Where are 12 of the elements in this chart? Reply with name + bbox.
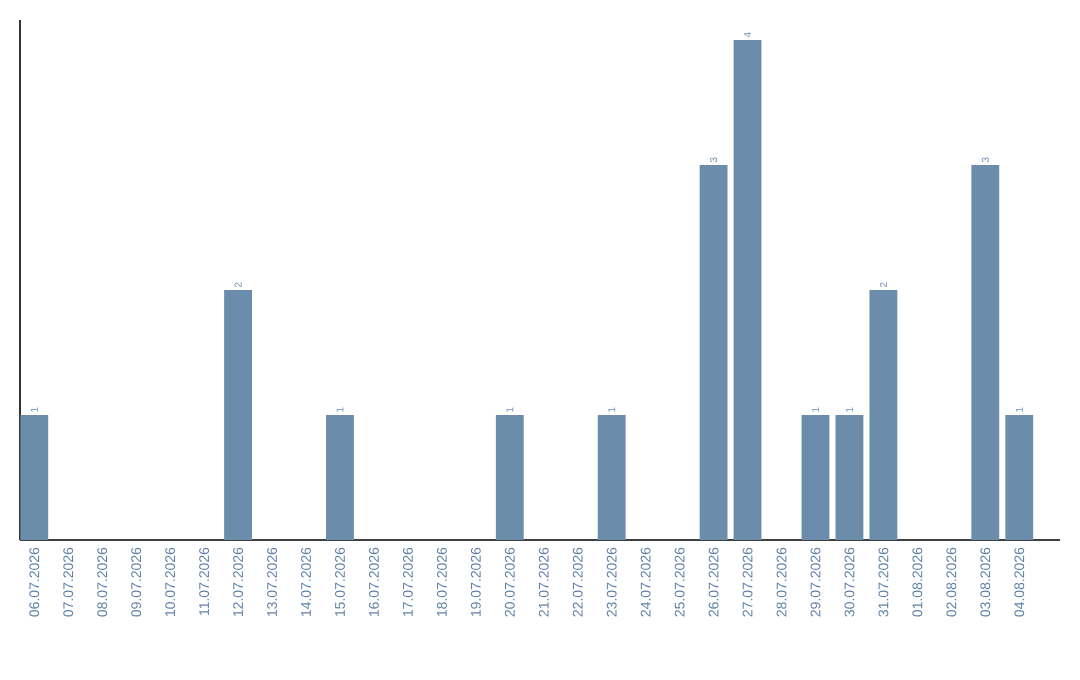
bar xyxy=(326,415,354,540)
bar xyxy=(1005,415,1034,540)
bar xyxy=(20,415,49,540)
bar xyxy=(801,415,830,540)
bar xyxy=(224,290,252,540)
bar xyxy=(699,164,728,540)
bar xyxy=(869,290,898,540)
bar xyxy=(597,415,626,540)
bar xyxy=(971,164,1000,540)
bar xyxy=(835,415,864,540)
bar xyxy=(733,39,762,540)
bar xyxy=(495,415,524,540)
